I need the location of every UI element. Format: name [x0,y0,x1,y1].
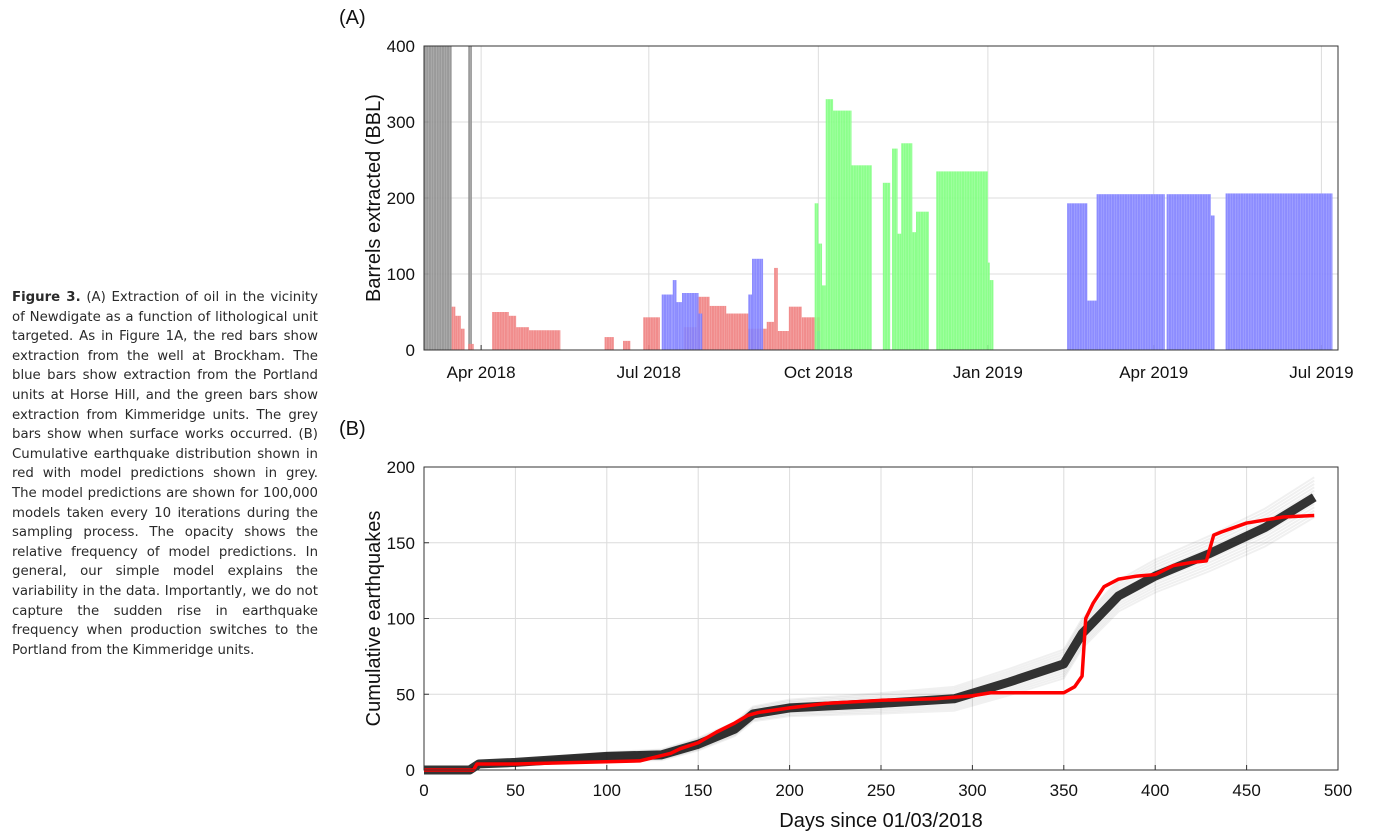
b-xtick-label: 350 [1050,781,1078,800]
b-ytick-label: 100 [387,610,415,629]
a-bar-red [492,312,509,350]
a-bar-blue [752,258,764,350]
a-bar-blue [698,313,703,350]
a-bar-red [643,317,660,350]
a-bar-green [936,171,988,350]
b-model-ensemble-line [424,503,1315,771]
b-xtick-label: 300 [958,781,986,800]
a-bar-red [455,315,461,350]
a-bar-red [777,331,789,350]
a-plot-frame [423,45,1339,351]
a-bar-red [788,306,802,350]
a-bar-red [604,337,614,350]
a-bar-red [468,343,474,350]
a-bar-green [818,243,823,350]
a-bar-red [726,313,749,350]
panel-a-label: (A) [339,7,366,29]
a-ytick-label: 400 [387,37,415,56]
a-xtick-label: Oct 2018 [784,363,853,382]
a-bar-red [529,330,561,350]
a-bar-blue [661,294,673,350]
a-bar-red [508,315,517,350]
b-model-ensemble-line [424,496,1315,771]
a-bar-red [709,305,727,350]
b-xtick-label: 0 [419,781,428,800]
a-bar-blue [681,293,699,350]
a-ytick-label: 200 [387,189,415,208]
a-ytick-label: 0 [406,341,415,360]
a-bar-red [451,306,456,350]
b-ytick-label: 50 [396,685,415,704]
b-plot-frame [423,466,1339,771]
caption-text: (A) Extraction of oil in the vicinity of… [12,290,318,658]
b-xtick-label: 250 [867,781,895,800]
a-bar-green [987,262,990,350]
a-bar-green [901,143,913,350]
a-xtick-label: Apr 2019 [1119,363,1188,382]
a-bar-blue [748,294,753,350]
b-xtick-label: 50 [506,781,525,800]
a-bar-green [882,182,891,350]
b-ytick-label: 200 [387,458,415,477]
caption-label: Figure 3. [12,290,81,305]
a-bar-green [822,285,826,350]
a-bar-red [766,321,775,350]
a-bar-blue [1087,300,1097,350]
a-bar-green [833,110,852,350]
b-xtick-label: 150 [684,781,712,800]
a-ylabel: Barrels extracted (BBL) [363,94,385,302]
b-xtick-label: 100 [593,781,621,800]
a-bar-green [897,233,902,350]
a-bar-blue [1166,194,1211,350]
a-ytick-label: 100 [387,265,415,284]
b-xtick-label: 500 [1324,781,1352,800]
a-bar-blue [1096,194,1165,350]
a-bar-blue [1067,203,1088,350]
b-ytick-label: 0 [406,761,415,780]
a-bar-green [912,232,917,350]
a-bar-red [623,340,631,350]
b-model-ensemble-line [423,476,1315,771]
a-bar-grey [424,46,452,350]
a-bar-grey [468,46,472,350]
a-bar-green [825,99,834,350]
figure-caption: Figure 3. (A) Extraction of oil in the v… [12,288,318,660]
b-xtick-label: 400 [1141,781,1169,800]
b-model-ensemble-line [423,489,1315,771]
a-xtick-label: Jul 2019 [1289,363,1353,382]
a-bar-green [989,280,994,350]
b-model-median-line [424,493,1317,775]
b-ylabel: Cumulative earthquakes [363,511,385,727]
b-xlabel: Days since 01/03/2018 [779,810,982,832]
a-bar-green [916,211,929,350]
a-bar-blue [1210,215,1215,350]
b-model-ensemble-line [423,483,1315,771]
b-xtick-label: 200 [775,781,803,800]
a-bar-red [460,328,465,350]
a-bar-blue [1225,193,1333,350]
a-bar-green [814,203,819,350]
a-bar-green [851,165,872,350]
b-model-ensemble-line [423,479,1315,771]
b-model-ensemble-line [423,493,1315,771]
a-bar-blue [676,302,682,350]
a-bar-red [516,327,530,350]
a-xtick-label: Apr 2018 [447,363,516,382]
a-bar-red [774,267,778,350]
a-bar-green [892,148,898,350]
panel-b-label: (B) [339,418,366,440]
b-ytick-label: 150 [387,534,415,553]
b-model-ensemble-line [423,486,1315,771]
a-ytick-label: 300 [387,113,415,132]
a-xtick-label: Jan 2019 [953,363,1023,382]
a-xtick-label: Jul 2018 [617,363,681,382]
a-bar-blue [672,280,677,350]
b-observed-line [424,513,1315,772]
b-xtick-label: 450 [1232,781,1260,800]
b-model-ensemble-line [424,499,1315,771]
b-model-ensemble-line [424,506,1315,771]
